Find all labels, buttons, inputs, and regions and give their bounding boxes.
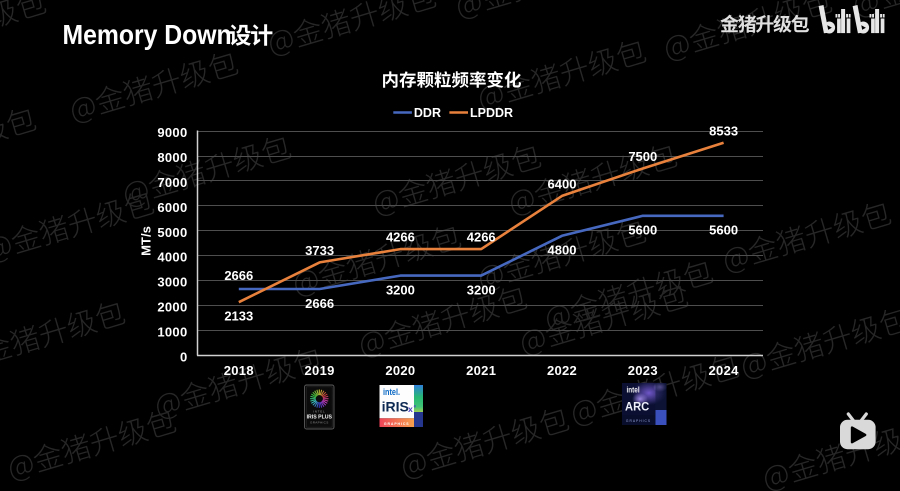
svg-text:DDR: DDR bbox=[414, 106, 441, 120]
svg-text:IRIS PLUS: IRIS PLUS bbox=[307, 415, 333, 421]
svg-text:2133: 2133 bbox=[224, 309, 253, 324]
svg-text:8533: 8533 bbox=[709, 123, 738, 138]
svg-text:4266: 4266 bbox=[386, 230, 415, 245]
svg-text:2024: 2024 bbox=[709, 363, 740, 378]
svg-text:2022: 2022 bbox=[547, 363, 577, 378]
svg-text:2020: 2020 bbox=[385, 363, 415, 378]
svg-text:iRIS: iRIS bbox=[382, 399, 409, 415]
svg-text:5600: 5600 bbox=[709, 223, 738, 238]
svg-text:7000: 7000 bbox=[157, 175, 187, 190]
svg-text:6000: 6000 bbox=[157, 200, 187, 215]
svg-text:3200: 3200 bbox=[386, 282, 415, 297]
svg-text:intel.: intel. bbox=[383, 386, 400, 397]
svg-text:8000: 8000 bbox=[157, 150, 187, 165]
svg-text:6400: 6400 bbox=[548, 177, 577, 192]
svg-text:9000: 9000 bbox=[157, 125, 187, 140]
svg-text:4800: 4800 bbox=[548, 243, 577, 258]
svg-text:ARC: ARC bbox=[625, 401, 649, 413]
svg-text:5600: 5600 bbox=[628, 223, 657, 238]
svg-text:3733: 3733 bbox=[305, 243, 334, 258]
svg-text:GRAPHICS: GRAPHICS bbox=[310, 420, 329, 424]
svg-text:LPDDR: LPDDR bbox=[470, 106, 513, 120]
svg-text:2000: 2000 bbox=[157, 300, 187, 315]
svg-text:e: e bbox=[414, 404, 417, 409]
svg-text:x: x bbox=[408, 404, 413, 414]
svg-text:2021: 2021 bbox=[466, 363, 496, 378]
svg-text:7500: 7500 bbox=[628, 149, 657, 164]
svg-text:5000: 5000 bbox=[157, 225, 187, 240]
svg-text:4000: 4000 bbox=[157, 250, 187, 265]
svg-text:2023: 2023 bbox=[628, 363, 658, 378]
svg-text:4266: 4266 bbox=[467, 230, 496, 245]
svg-text:2666: 2666 bbox=[305, 296, 334, 311]
svg-text:INTEL: INTEL bbox=[313, 410, 325, 414]
svg-text:3000: 3000 bbox=[157, 275, 187, 290]
svg-text:GRAPHICS: GRAPHICS bbox=[626, 419, 651, 423]
svg-text:2019: 2019 bbox=[305, 363, 335, 378]
svg-text:Memory Down: Memory Down bbox=[63, 19, 232, 51]
svg-text:GRAPHICS: GRAPHICS bbox=[384, 422, 410, 426]
svg-text:intel: intel bbox=[627, 385, 640, 395]
svg-text:MT/s: MT/s bbox=[139, 226, 154, 256]
svg-text:2666: 2666 bbox=[224, 268, 253, 283]
svg-text:3200: 3200 bbox=[467, 282, 496, 297]
svg-text:2018: 2018 bbox=[224, 363, 254, 378]
svg-text:1000: 1000 bbox=[157, 325, 187, 340]
svg-text:0: 0 bbox=[180, 349, 188, 364]
